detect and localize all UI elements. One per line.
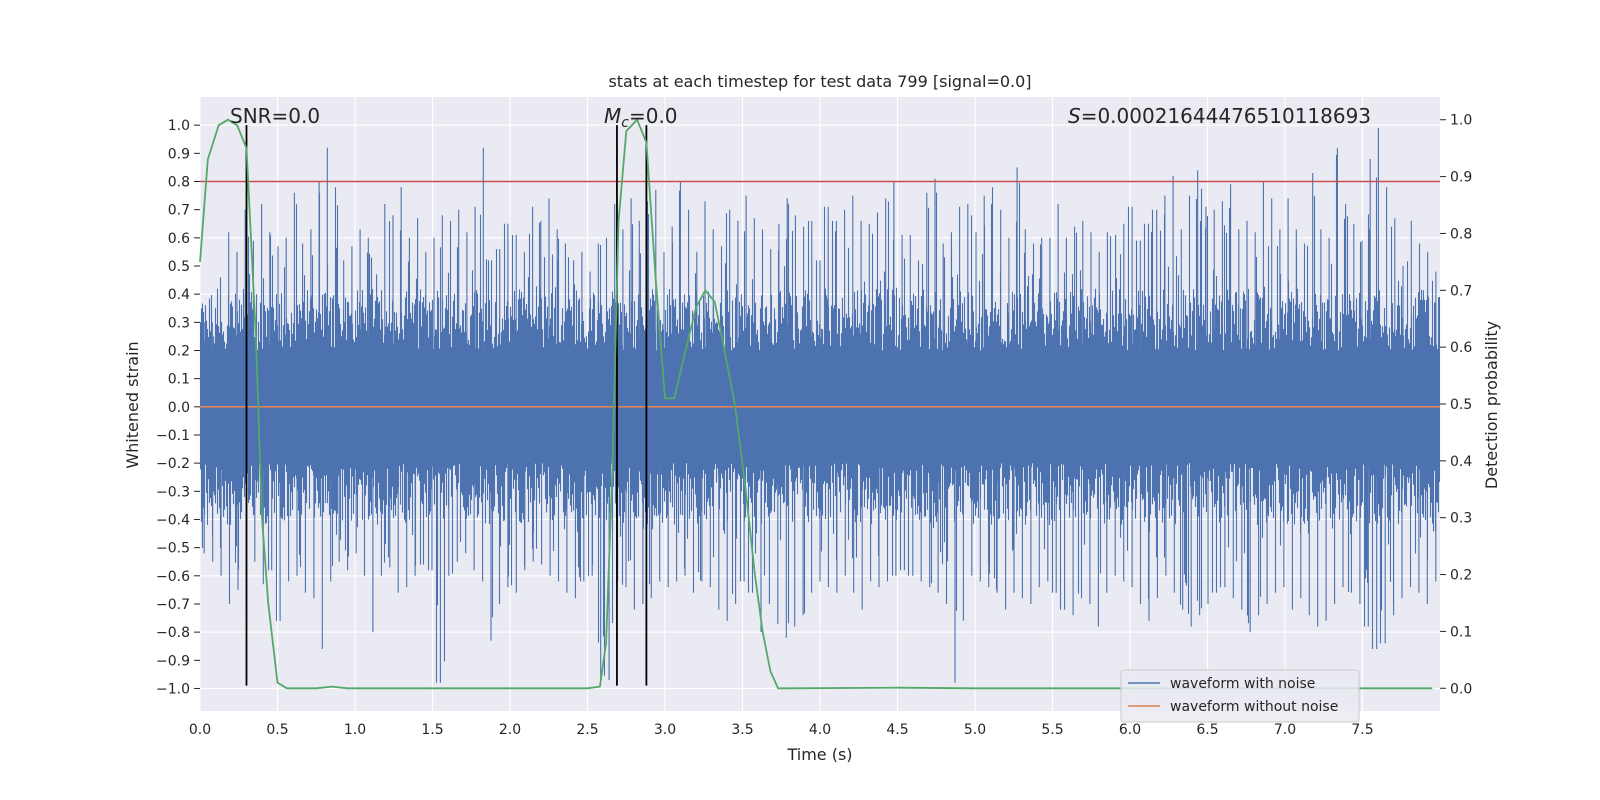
y-tick-label: −0.2 <box>156 456 190 472</box>
y-tick-label: −0.9 <box>156 653 190 669</box>
snr-annotation: SNR=0.0 <box>230 104 320 128</box>
y2-tick-label: 0.0 <box>1450 681 1472 697</box>
x-tick-label: 1.5 <box>421 722 443 738</box>
y-tick-label: 0.2 <box>168 343 190 359</box>
y-tick-label: 1.0 <box>168 118 190 134</box>
y2-tick-label: 0.2 <box>1450 568 1472 584</box>
x-tick-label: 4.5 <box>886 722 908 738</box>
x-tick-label: 7.0 <box>1274 722 1296 738</box>
mc-symbol: M <box>604 104 621 128</box>
y-axis-label: Whitened strain <box>123 341 142 468</box>
legend: waveform with noise waveform without noi… <box>1120 669 1360 723</box>
x-tick-label: 7.5 <box>1351 722 1373 738</box>
x-axis-label: Time (s) <box>786 745 852 764</box>
x-tick-label: 5.5 <box>1041 722 1063 738</box>
y2-tick-label: 0.3 <box>1450 511 1472 527</box>
y-tick-label: −0.1 <box>156 428 190 444</box>
y-tick-label: 0.4 <box>168 287 190 303</box>
y-tick-label: −0.8 <box>156 625 190 641</box>
data-layer <box>199 118 1441 690</box>
x-tick-label: 6.5 <box>1196 722 1218 738</box>
chart-title: stats at each timestep for test data 799… <box>608 72 1031 91</box>
y2-tick-label: 0.4 <box>1450 454 1472 470</box>
y-tick-label: −0.7 <box>156 597 190 613</box>
y-tick-label: −0.5 <box>156 541 190 557</box>
x-tick-label: 5.0 <box>964 722 986 738</box>
y-tick-label: 0.3 <box>168 315 190 331</box>
mc-subscript: c <box>621 115 629 131</box>
x-tick-label: 3.0 <box>654 722 676 738</box>
x-tick-label: 3.5 <box>731 722 753 738</box>
x-tick-label: 2.0 <box>499 722 521 738</box>
legend-box <box>1120 669 1360 723</box>
y-tick-label: −0.6 <box>156 569 190 585</box>
x-tick-label: 0.0 <box>189 722 211 738</box>
y-tick-label: −1.0 <box>156 681 190 697</box>
legend-label-waveform-with-noise: waveform with noise <box>1170 676 1315 692</box>
y2-axis-label: Detection probability <box>1482 321 1501 489</box>
y-tick-label: 0.1 <box>168 372 190 388</box>
y-tick-label: −0.4 <box>156 512 190 528</box>
x-tick-label: 0.5 <box>266 722 288 738</box>
x-tick-label: 4.0 <box>809 722 831 738</box>
y-tick-label: 0.8 <box>168 174 190 190</box>
x-tick-label: 1.0 <box>344 722 366 738</box>
y2-tick-label: 0.9 <box>1450 170 1472 186</box>
y2-tick-label: 0.8 <box>1450 226 1472 242</box>
axis-ticks: 0.0 0.5 1.0 1.5 2.0 2.5 3.0 3.5 4.0 4.5 5.0 5.5 6.0 6… <box>156 113 1472 738</box>
y-tick-label: 0.9 <box>168 146 190 162</box>
s-value: =0.00021644476510118693 <box>1081 104 1371 128</box>
y2-tick-label: 0.5 <box>1450 397 1472 413</box>
x-tick-label: 2.5 <box>576 722 598 738</box>
chirp-mass-annotation: Mc=0.0 <box>604 104 678 131</box>
x-tick-label: 6.0 <box>1119 722 1141 738</box>
y2-tick-label: 0.1 <box>1450 624 1472 640</box>
y-tick-label: −0.3 <box>156 484 190 500</box>
legend-label-waveform-without-noise: waveform without noise <box>1170 699 1338 715</box>
detection-probability-line <box>199 118 1433 690</box>
y2-tick-label: 1.0 <box>1450 113 1472 129</box>
y-tick-label: 0.5 <box>168 259 190 275</box>
mc-value: =0.0 <box>629 104 678 128</box>
y-tick-label: 0.6 <box>168 231 190 247</box>
s-annotation: S=0.00021644476510118693 <box>1068 104 1371 128</box>
s-symbol: S <box>1068 104 1081 128</box>
y-tick-label: 0.7 <box>168 203 190 219</box>
y-tick-label: 0.0 <box>168 400 190 416</box>
y2-tick-label: 0.7 <box>1450 283 1472 299</box>
y2-tick-label: 0.6 <box>1450 340 1472 356</box>
